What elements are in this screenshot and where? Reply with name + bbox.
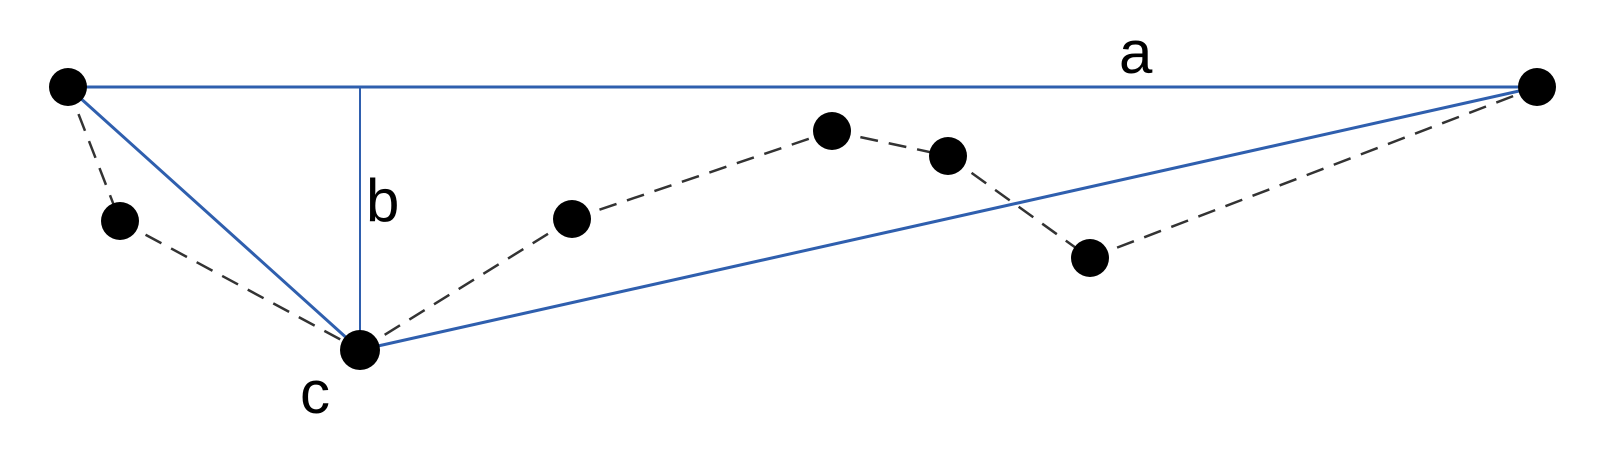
dashed-segment: [947, 154, 1091, 260]
point: [553, 200, 591, 238]
label-c: c: [300, 359, 330, 426]
label-a: a: [1119, 19, 1153, 86]
dashed-segment: [1089, 85, 1538, 260]
dashed-segment: [571, 129, 833, 221]
dashed-path: [66, 85, 1538, 352]
label-b: b: [366, 167, 399, 234]
vertex-left: [49, 68, 87, 106]
point: [1071, 239, 1109, 277]
point: [813, 112, 851, 150]
point: [101, 202, 139, 240]
edge-right: [358, 85, 1539, 352]
dashed-segment: [831, 129, 949, 158]
vertex-c: [340, 330, 380, 370]
edge-left: [66, 85, 362, 352]
dashed-segment: [359, 217, 573, 352]
dashed-segment: [119, 219, 361, 352]
points: [49, 68, 1556, 370]
vertex-right: [1518, 68, 1556, 106]
triangle-edges: [66, 85, 1539, 352]
point: [929, 137, 967, 175]
dashed-segment: [66, 86, 122, 222]
